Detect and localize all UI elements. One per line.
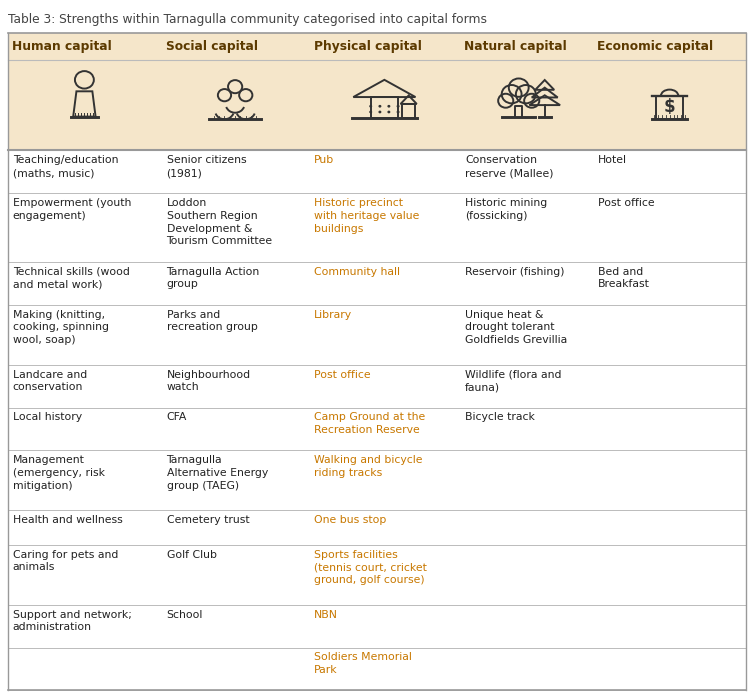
Circle shape: [369, 111, 372, 113]
Text: Physical capital: Physical capital: [314, 40, 421, 53]
Bar: [402, 104, 415, 118]
Circle shape: [379, 111, 382, 113]
Text: Wildlife (flora and
fauna): Wildlife (flora and fauna): [465, 370, 562, 393]
Circle shape: [397, 111, 400, 113]
Bar: [371, 97, 398, 118]
Text: Conservation
reserve (Mallee): Conservation reserve (Mallee): [465, 155, 553, 178]
Text: Economic capital: Economic capital: [597, 40, 713, 53]
Text: School: School: [167, 610, 203, 619]
Text: Neighbourhood
watch: Neighbourhood watch: [167, 370, 250, 393]
Text: Support and network;
administration: Support and network; administration: [13, 610, 132, 633]
Text: Historic precinct
with heritage value
buildings: Historic precinct with heritage value bu…: [314, 198, 420, 234]
Text: Hotel: Hotel: [598, 155, 627, 165]
Text: Camp Ground at the
Recreation Reserve: Camp Ground at the Recreation Reserve: [314, 413, 425, 435]
Text: Library: Library: [314, 310, 352, 319]
Circle shape: [369, 105, 372, 108]
Text: Technical skills (wood
and metal work): Technical skills (wood and metal work): [13, 267, 130, 290]
Text: Human capital: Human capital: [12, 40, 112, 53]
Text: Reservoir (fishing): Reservoir (fishing): [465, 267, 565, 276]
Text: Social capital: Social capital: [166, 40, 258, 53]
Text: Loddon
Southern Region
Development &
Tourism Committee: Loddon Southern Region Development & Tou…: [167, 198, 273, 246]
Text: Teaching/education
(maths, music): Teaching/education (maths, music): [13, 155, 118, 178]
Text: $: $: [664, 98, 676, 116]
Text: Landcare and
conservation: Landcare and conservation: [13, 370, 87, 393]
Text: Bed and
Breakfast: Bed and Breakfast: [598, 267, 650, 290]
Text: Table 3: Strengths within Tarnagulla community categorised into capital forms: Table 3: Strengths within Tarnagulla com…: [8, 13, 486, 26]
Text: Bicycle track: Bicycle track: [465, 413, 535, 422]
Text: Empowerment (youth
engagement): Empowerment (youth engagement): [13, 198, 131, 221]
Text: Sports facilities
(tennis court, cricket
ground, golf course): Sports facilities (tennis court, cricket…: [314, 550, 428, 585]
Text: NBN: NBN: [314, 610, 339, 619]
Text: Post office: Post office: [598, 198, 654, 208]
Text: Senior citizens
(1981): Senior citizens (1981): [167, 155, 246, 178]
Text: Historic mining
(fossicking): Historic mining (fossicking): [465, 198, 547, 221]
Text: Local history: Local history: [13, 413, 82, 422]
Text: Pub: Pub: [314, 155, 335, 165]
Text: Cemetery trust: Cemetery trust: [167, 515, 249, 525]
Text: One bus stop: One bus stop: [314, 515, 387, 525]
Bar: [8, 33, 746, 150]
Circle shape: [379, 105, 382, 108]
Text: Making (knitting,
cooking, spinning
wool, soap): Making (knitting, cooking, spinning wool…: [13, 310, 109, 345]
Text: Caring for pets and
animals: Caring for pets and animals: [13, 550, 118, 572]
Text: Natural capital: Natural capital: [464, 40, 567, 53]
Bar: [656, 96, 683, 119]
Circle shape: [388, 105, 391, 108]
Text: Management
(emergency, risk
mitigation): Management (emergency, risk mitigation): [13, 455, 105, 491]
Text: Tarnagulla
Alternative Energy
group (TAEG): Tarnagulla Alternative Energy group (TAE…: [167, 455, 268, 491]
Circle shape: [397, 105, 400, 108]
Text: Health and wellness: Health and wellness: [13, 515, 123, 525]
Text: Post office: Post office: [314, 370, 371, 379]
Text: Golf Club: Golf Club: [167, 550, 216, 560]
Circle shape: [388, 111, 391, 113]
Text: Soldiers Memorial
Park: Soldiers Memorial Park: [314, 652, 412, 675]
Text: CFA: CFA: [167, 413, 187, 422]
Text: Parks and
recreation group: Parks and recreation group: [167, 310, 257, 332]
Text: Unique heat &
drought tolerant
Goldfields Grevillia: Unique heat & drought tolerant Goldfield…: [465, 310, 567, 345]
Text: Community hall: Community hall: [314, 267, 400, 276]
Text: Walking and bicycle
riding tracks: Walking and bicycle riding tracks: [314, 455, 423, 478]
Text: Tarnagulla Action
group: Tarnagulla Action group: [167, 267, 260, 290]
